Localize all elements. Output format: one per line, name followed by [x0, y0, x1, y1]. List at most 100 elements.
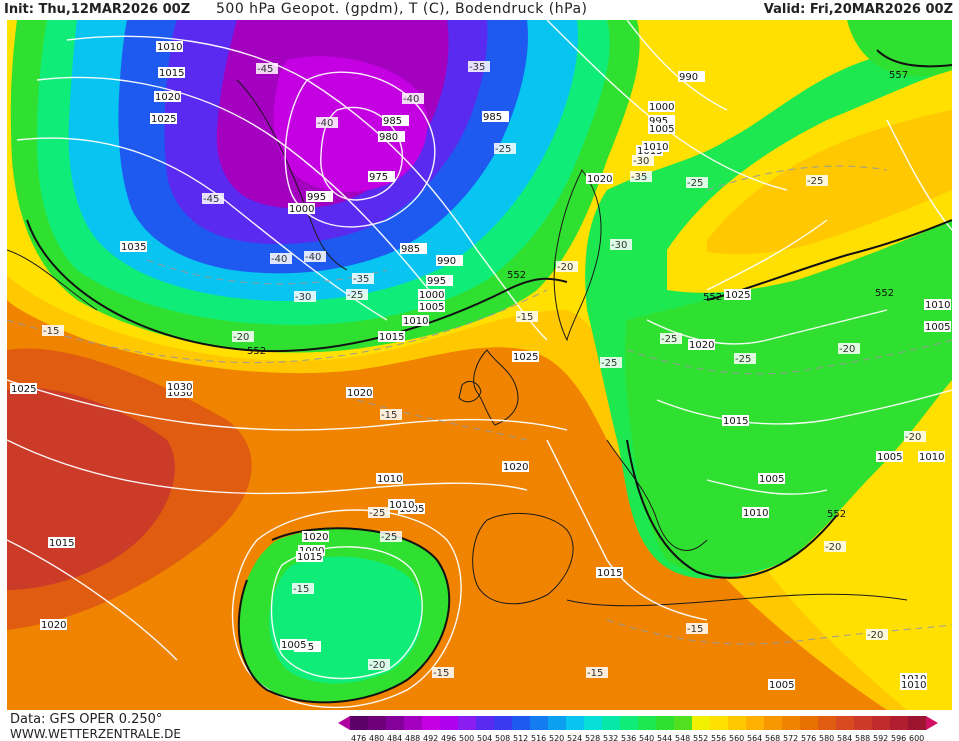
temperature-label: -15	[380, 409, 402, 421]
temperature-label: -40	[304, 251, 326, 263]
temperature-label: -40	[270, 253, 292, 265]
svg-text:1020: 1020	[41, 620, 66, 631]
coast-ireland	[458, 381, 482, 403]
isobar-label: 1010	[642, 141, 669, 153]
svg-text:-25: -25	[381, 532, 397, 543]
svg-text:1020: 1020	[587, 174, 612, 185]
orange-ridge-northeast	[707, 110, 952, 255]
legend-arrow-left	[338, 716, 350, 730]
svg-text:985: 985	[383, 116, 402, 127]
isobar-label: 1015	[596, 567, 623, 579]
temperature-label: -20	[904, 431, 926, 443]
contour-552-label-south-east: 552	[827, 509, 846, 520]
isobar-label: 1025	[150, 113, 177, 125]
green-core-east	[624, 210, 952, 575]
legend-swatch	[890, 716, 908, 730]
isobar	[7, 539, 178, 661]
isobar	[706, 219, 828, 291]
svg-text:-25: -25	[735, 354, 751, 365]
isobar-label: 1010	[376, 473, 403, 485]
legend-value: 600	[909, 734, 924, 741]
isobar	[7, 439, 528, 495]
legend-value: 548	[675, 734, 690, 741]
temperature-label: -35	[468, 61, 490, 73]
legend-swatch	[458, 716, 476, 730]
svg-text:1025: 1025	[513, 352, 538, 363]
svg-text:1025: 1025	[11, 384, 36, 395]
legend-value: 508	[495, 734, 510, 741]
svg-text:-20: -20	[905, 432, 921, 443]
legend-value: 572	[783, 734, 798, 741]
temperature-label: -25	[346, 289, 368, 301]
svg-text:1010: 1010	[377, 474, 402, 485]
legend-value: 504	[477, 734, 492, 741]
temperature-label: -20	[866, 629, 888, 641]
isobar	[7, 379, 568, 431]
svg-text:1000: 1000	[419, 290, 444, 301]
isobar	[626, 20, 728, 111]
isobar-label: 1020	[688, 339, 715, 351]
temperature-labels: -45 -40 -40 -45 -40 -40 -35 -30 -35 -25 -25 -30 -20 -…	[42, 61, 926, 679]
svg-text:1005: 1005	[877, 452, 902, 463]
contour-552-label-far-east: 552	[875, 288, 894, 299]
svg-text:1000: 1000	[649, 102, 674, 113]
svg-text:-20: -20	[233, 332, 249, 343]
legend-swatch	[386, 716, 404, 730]
svg-text:1010: 1010	[901, 680, 926, 691]
legend-value: 532	[603, 734, 618, 741]
temperature-label: -25	[380, 531, 402, 543]
isobar-label: 1015	[48, 537, 75, 549]
temperature-label: -25	[686, 177, 708, 189]
legend-value: 520	[549, 734, 564, 741]
legend-value: 592	[873, 734, 888, 741]
contour-552-label: 552	[507, 270, 526, 281]
legend-value: 580	[819, 734, 834, 741]
green-strip-northeast	[847, 20, 952, 77]
svg-text:-30: -30	[633, 156, 649, 167]
temperature-label: -15	[42, 325, 64, 337]
contour-line	[876, 49, 952, 68]
isobar	[36, 76, 438, 301]
isotherm	[146, 259, 388, 285]
isotherm	[7, 289, 548, 364]
coast-greenland	[236, 79, 348, 271]
legend-swatch	[404, 716, 422, 730]
isobar-label: 1010	[918, 451, 945, 463]
legend-value: 496	[441, 734, 456, 741]
contour-line	[626, 439, 838, 579]
contour-552-label-east: 552	[703, 292, 722, 303]
legend-swatch	[584, 716, 602, 730]
svg-text:-45: -45	[257, 64, 273, 75]
isobar-label: 1010	[388, 499, 415, 511]
svg-text:1020: 1020	[155, 92, 180, 103]
legend-value: 480	[369, 734, 384, 741]
isobar	[270, 546, 423, 680]
legend-value: 484	[387, 734, 402, 741]
svg-text:1005: 1005	[649, 124, 674, 135]
legend-value: 540	[639, 734, 654, 741]
svg-text:-25: -25	[661, 334, 677, 345]
legend-value: 528	[585, 734, 600, 741]
svg-text:-15: -15	[433, 668, 449, 679]
map-canvas: 1010101510201025103510009959909859809751…	[7, 20, 952, 710]
isobar-label: 1005	[924, 321, 951, 333]
legend-swatch	[908, 716, 926, 730]
legend-value: 552	[693, 734, 708, 741]
coast-norway	[553, 169, 602, 342]
svg-text:-20: -20	[825, 542, 841, 553]
legend-value: 588	[855, 734, 870, 741]
isobar-label: 985	[400, 243, 427, 255]
temperature-label: -45	[256, 63, 278, 75]
legend-swatch	[494, 716, 512, 730]
source-url: WWW.WETTERZENTRALE.DE	[10, 727, 181, 741]
legend-value: 576	[801, 734, 816, 741]
temperature-label: -25	[600, 357, 622, 369]
coast-italy	[606, 439, 708, 551]
isobar-label: 1020	[154, 91, 181, 103]
svg-text:-25: -25	[687, 178, 703, 189]
svg-text:-25: -25	[495, 144, 511, 155]
temperature-label: -20	[556, 261, 578, 273]
isobar-label: 1005	[876, 451, 903, 463]
legend-swatch	[512, 716, 530, 730]
temperature-label: -40	[316, 117, 338, 129]
